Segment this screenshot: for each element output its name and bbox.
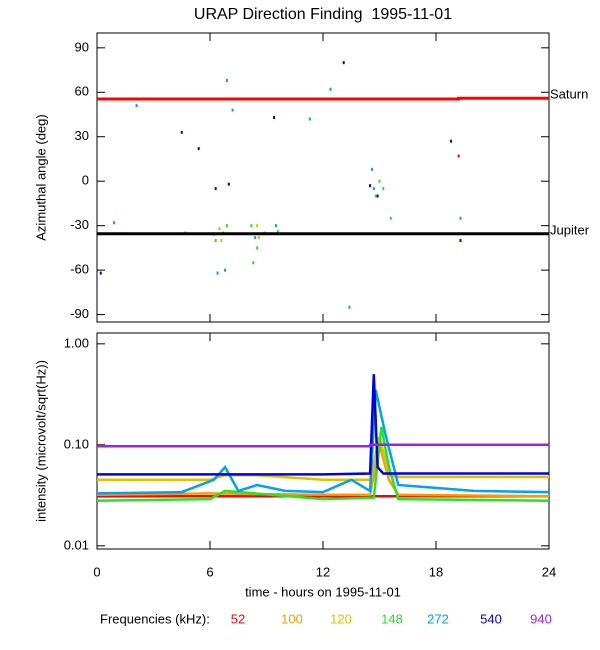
series-line bbox=[97, 436, 549, 482]
point bbox=[376, 194, 379, 198]
point bbox=[256, 246, 259, 250]
y-tick-label: -60 bbox=[70, 262, 89, 277]
point bbox=[273, 115, 276, 119]
legend-title: Frequencies (kHz): bbox=[100, 611, 210, 626]
point bbox=[224, 268, 227, 272]
point bbox=[450, 139, 453, 143]
point bbox=[112, 221, 115, 225]
series-line bbox=[97, 443, 549, 448]
line-label: Saturn bbox=[550, 87, 588, 102]
point bbox=[220, 238, 223, 242]
point bbox=[329, 87, 332, 91]
point bbox=[135, 104, 138, 108]
series-line bbox=[96, 426, 550, 502]
point bbox=[369, 184, 372, 188]
point bbox=[250, 224, 253, 228]
point bbox=[231, 108, 234, 112]
point bbox=[276, 230, 279, 234]
legend-item: 100 bbox=[281, 611, 303, 626]
y-tick-label: 30 bbox=[75, 128, 89, 143]
point bbox=[254, 236, 257, 240]
line-label: Jupiter bbox=[550, 222, 590, 237]
point bbox=[389, 216, 392, 220]
y-tick-label: 0 bbox=[82, 173, 89, 188]
point bbox=[308, 117, 311, 121]
y-tick-label: 90 bbox=[75, 39, 89, 54]
x-tick-label: 12 bbox=[316, 564, 330, 579]
point bbox=[225, 78, 228, 82]
point bbox=[348, 305, 351, 309]
y-tick-label: 0.10 bbox=[64, 436, 89, 451]
point bbox=[382, 187, 385, 191]
reference-line bbox=[97, 96, 549, 101]
y-tick-label: -90 bbox=[70, 306, 89, 321]
chart-title: URAP Direction Finding 1995-11-01 bbox=[194, 6, 452, 23]
legend-item: 52 bbox=[231, 611, 245, 626]
point bbox=[214, 238, 217, 242]
point bbox=[374, 194, 377, 198]
legend-item: 540 bbox=[480, 611, 502, 626]
series-line bbox=[97, 374, 549, 476]
point bbox=[457, 154, 460, 158]
x-tick-label: 24 bbox=[542, 564, 556, 579]
point bbox=[370, 167, 373, 171]
point bbox=[216, 271, 219, 275]
y-axis-label: Azimuthal angle (deg) bbox=[33, 114, 48, 240]
point bbox=[342, 61, 345, 65]
point bbox=[257, 236, 260, 240]
legend-item: 272 bbox=[427, 611, 449, 626]
point bbox=[180, 130, 183, 134]
point bbox=[274, 224, 277, 228]
legend-item: 940 bbox=[530, 611, 552, 626]
point bbox=[256, 224, 259, 228]
y-tick-label: -30 bbox=[70, 217, 89, 232]
x-axis-label: time - hours on 1995-11-01 bbox=[245, 584, 401, 599]
point bbox=[225, 224, 228, 228]
y-tick-label: 1.00 bbox=[64, 335, 89, 350]
point bbox=[459, 216, 462, 220]
point bbox=[372, 187, 375, 191]
series-line bbox=[96, 444, 550, 498]
point bbox=[218, 227, 221, 231]
y-tick-label: 60 bbox=[75, 84, 89, 99]
top-frame bbox=[96, 32, 550, 323]
point bbox=[197, 147, 200, 151]
x-tick-label: 18 bbox=[429, 564, 443, 579]
point bbox=[99, 271, 102, 275]
legend-item: 148 bbox=[381, 611, 403, 626]
point bbox=[459, 238, 462, 242]
point bbox=[252, 261, 255, 265]
x-tick-label: 6 bbox=[206, 564, 213, 579]
point bbox=[378, 179, 381, 183]
bottom-frame bbox=[96, 332, 550, 550]
y-tick-label: 0.01 bbox=[64, 537, 89, 552]
point bbox=[227, 182, 230, 186]
x-tick-label: 0 bbox=[93, 564, 100, 579]
point bbox=[214, 187, 217, 191]
y-axis-label: intensity (microvolt/sqrt(Hz)) bbox=[33, 360, 48, 522]
legend-item: 120 bbox=[330, 611, 352, 626]
